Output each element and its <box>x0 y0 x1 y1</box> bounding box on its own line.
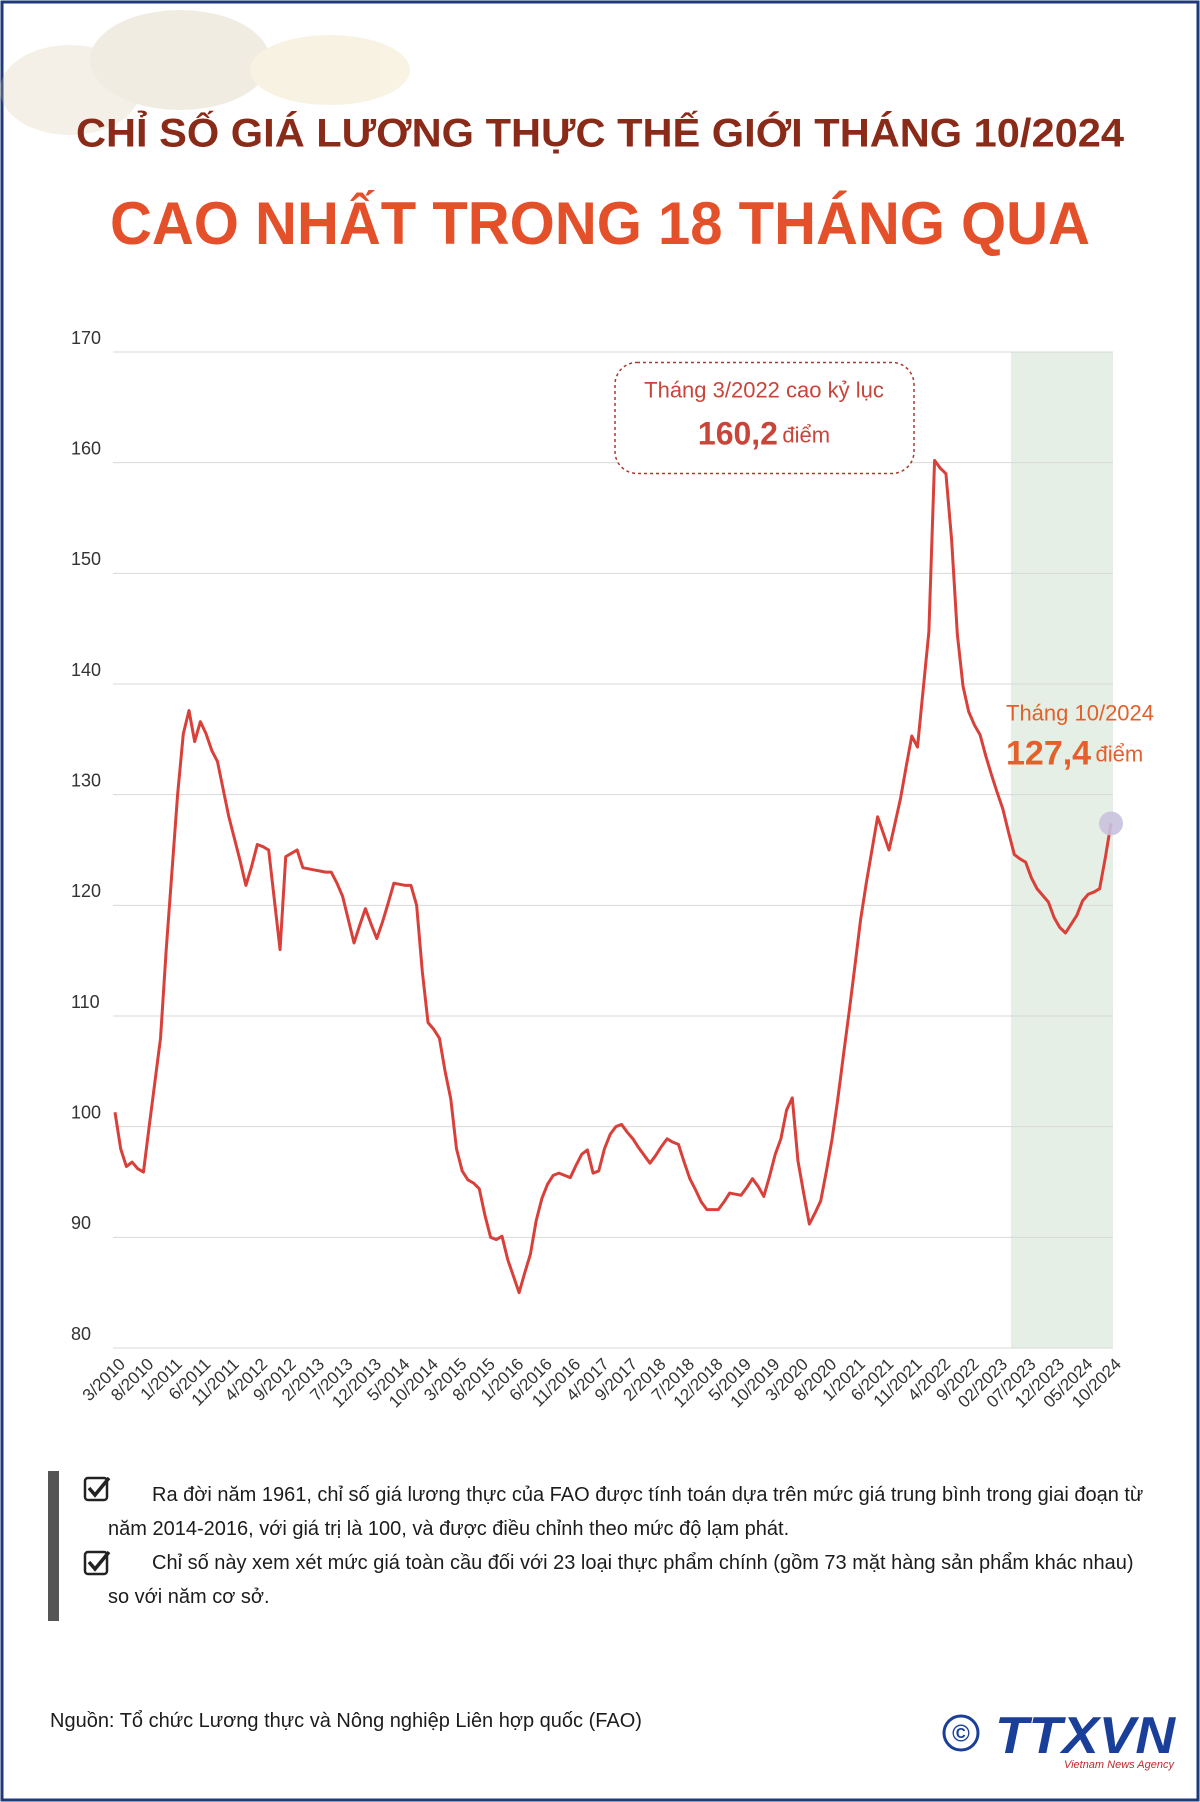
notes-bar <box>48 1471 59 1621</box>
y-tick-label: 150 <box>71 549 101 569</box>
checkbox <box>83 1550 111 1576</box>
checkbox <box>83 1476 111 1502</box>
y-tick-label: 100 <box>71 1102 101 1122</box>
y-tick-label: 160 <box>71 438 101 458</box>
annotation-value-number: 160,2 <box>698 416 778 452</box>
annotation-value-unit: điểm <box>782 422 830 447</box>
source: Nguồn: Tổ chức Lương thực và Nông nghiệp… <box>50 1710 642 1732</box>
corn <box>250 35 410 105</box>
annotation-box <box>614 361 915 475</box>
note: Ra đời năm 1961, chỉ số giá lương thực c… <box>108 1484 1144 1540</box>
logo-tagline: Vietnam News Agency <box>1064 1759 1176 1771</box>
checkmark <box>87 1550 111 1572</box>
latest-marker <box>1099 811 1123 836</box>
series-line <box>113 458 1113 1295</box>
logo-name: TTXVN <box>995 1707 1177 1765</box>
annotation-text: Tháng 10/2024 <box>1006 700 1154 725</box>
y-tick-label: 140 <box>71 660 101 680</box>
checkmark <box>87 1476 111 1498</box>
note: Chỉ số này xem xét mức giá toàn cầu đối … <box>108 1552 1134 1608</box>
decoration <box>0 10 410 135</box>
chart-title: CHỈ SỐ GIÁ LƯƠNG THỰC THẾ GIỚI THÁNG 10/… <box>76 110 1125 156</box>
y-tick-label: 110 <box>71 992 100 1012</box>
highlight-band <box>1011 352 1113 1348</box>
y-tick-label: 80 <box>71 1324 91 1344</box>
annotation-value-unit: điểm <box>1096 741 1144 766</box>
y-tick-label: 170 <box>71 328 101 348</box>
logo-copyright: © <box>952 1720 970 1747</box>
y-tick-label: 90 <box>71 1213 91 1233</box>
grid <box>113 351 1113 1349</box>
annotation-value: 160,2 điểm <box>698 416 830 452</box>
grain-bowl <box>90 10 270 110</box>
grain-bowl <box>0 45 140 135</box>
logo-circle <box>942 1714 980 1752</box>
y-tick-label: 130 <box>71 770 101 790</box>
chart-subtitle: CAO NHẤT TRONG 18 THÁNG QUA <box>110 190 1090 257</box>
annotation-value-number: 127,4 <box>1006 734 1091 772</box>
annotation-value: 127,4 điểm <box>1006 734 1143 772</box>
y-tick-label: 120 <box>71 881 101 901</box>
checkbox-box <box>83 1550 109 1576</box>
annotation-text: Tháng 3/2022 cao kỷ lục <box>644 377 884 402</box>
checkbox-box <box>83 1476 109 1502</box>
